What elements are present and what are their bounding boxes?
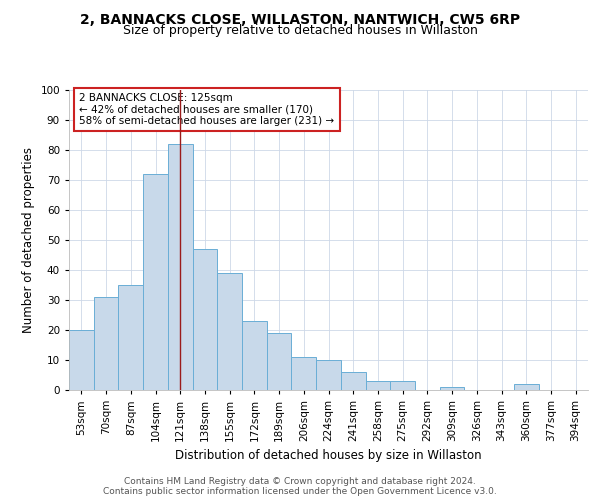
Bar	[168, 144, 193, 390]
Bar	[118, 285, 143, 390]
Bar	[217, 273, 242, 390]
Bar	[292, 357, 316, 390]
Bar	[341, 372, 365, 390]
Text: Size of property relative to detached houses in Willaston: Size of property relative to detached ho…	[122, 24, 478, 37]
Bar	[440, 387, 464, 390]
Bar	[94, 297, 118, 390]
Bar	[69, 330, 94, 390]
Bar	[242, 321, 267, 390]
Bar	[267, 333, 292, 390]
X-axis label: Distribution of detached houses by size in Willaston: Distribution of detached houses by size …	[175, 450, 482, 462]
Bar	[514, 384, 539, 390]
Bar	[390, 381, 415, 390]
Bar	[316, 360, 341, 390]
Bar	[193, 249, 217, 390]
Y-axis label: Number of detached properties: Number of detached properties	[22, 147, 35, 333]
Text: Contains HM Land Registry data © Crown copyright and database right 2024.: Contains HM Land Registry data © Crown c…	[124, 477, 476, 486]
Text: 2 BANNACKS CLOSE: 125sqm
← 42% of detached houses are smaller (170)
58% of semi-: 2 BANNACKS CLOSE: 125sqm ← 42% of detach…	[79, 93, 335, 126]
Bar	[365, 381, 390, 390]
Text: Contains public sector information licensed under the Open Government Licence v3: Contains public sector information licen…	[103, 487, 497, 496]
Text: 2, BANNACKS CLOSE, WILLASTON, NANTWICH, CW5 6RP: 2, BANNACKS CLOSE, WILLASTON, NANTWICH, …	[80, 12, 520, 26]
Bar	[143, 174, 168, 390]
